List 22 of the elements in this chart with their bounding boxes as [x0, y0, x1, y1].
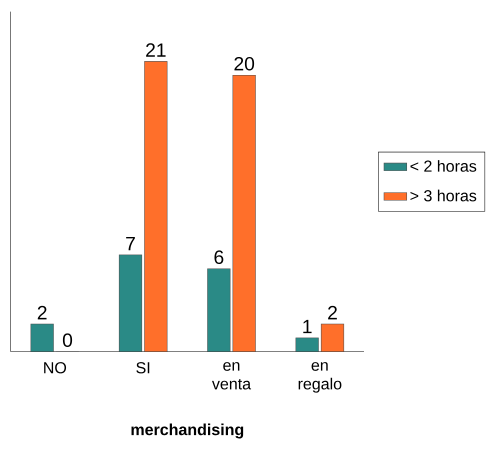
x-axis-title: merchandising [131, 424, 244, 438]
x-tick-label: en venta [212, 362, 252, 390]
bar [30, 324, 54, 352]
data-label: 1 [303, 320, 312, 334]
bar [144, 61, 168, 352]
bar [118, 254, 142, 352]
data-label: 20 [234, 56, 254, 71]
data-label: 2 [328, 306, 337, 320]
data-label: 7 [126, 236, 135, 250]
data-label: 2 [38, 306, 47, 320]
x-tick-label: NO [44, 362, 66, 374]
bar [207, 268, 230, 352]
legend-label: > 3 horas [410, 190, 476, 202]
x-tick-label: SI [136, 362, 150, 374]
data-label: 0 [62, 333, 72, 347]
data-label: 21 [146, 43, 166, 57]
bar [232, 74, 256, 352]
x-tick-label: en regalo [298, 362, 342, 393]
data-label: 6 [214, 250, 224, 264]
bar [320, 324, 344, 352]
bar [296, 338, 319, 352]
legend-label: < 2 horas [410, 160, 476, 172]
